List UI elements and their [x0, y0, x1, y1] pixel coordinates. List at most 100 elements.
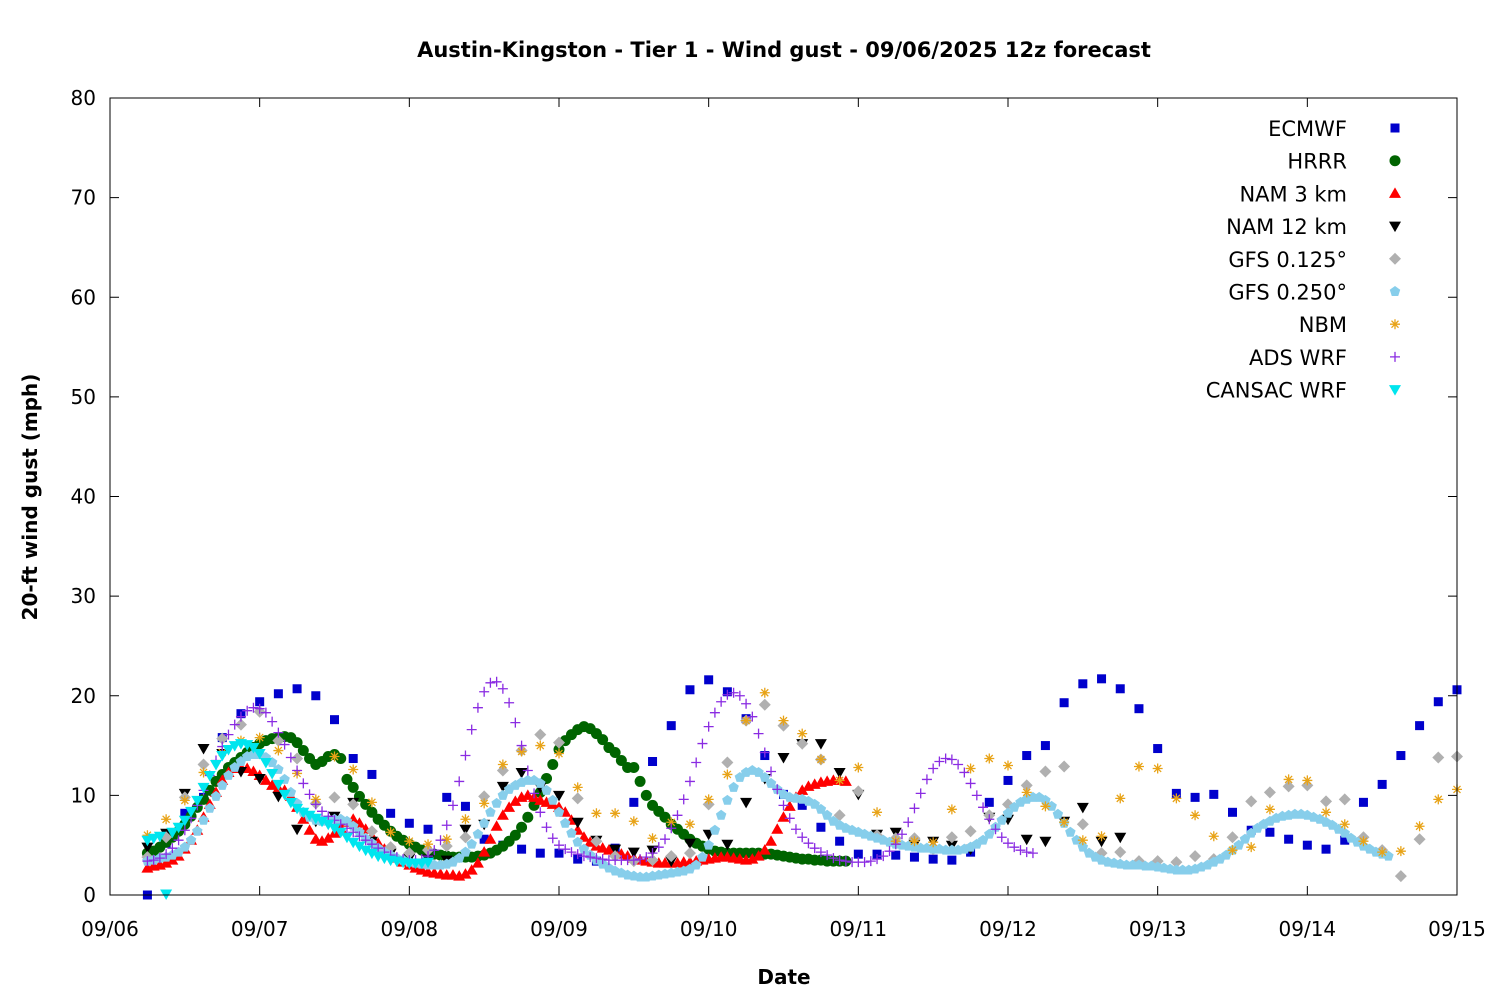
data-point — [965, 778, 976, 789]
data-point — [741, 715, 752, 726]
data-point — [348, 827, 359, 838]
y-tick-label: 20 — [71, 684, 96, 708]
data-point — [945, 831, 958, 844]
y-tick-label: 40 — [71, 485, 96, 509]
data-point — [734, 690, 745, 701]
data-point — [964, 825, 977, 838]
data-point — [1226, 831, 1239, 844]
data-point — [683, 838, 696, 850]
data-point — [484, 833, 497, 844]
x-tick-label: 09/10 — [680, 917, 738, 941]
data-point — [272, 779, 285, 791]
data-point — [647, 833, 658, 844]
data-point — [216, 751, 229, 762]
data-point — [522, 765, 533, 776]
data-point — [946, 804, 957, 815]
data-point — [1059, 698, 1069, 708]
data-point — [996, 814, 1007, 825]
data-point — [822, 850, 833, 861]
data-point — [722, 769, 733, 780]
data-point — [335, 753, 347, 765]
legend-label: NAM 12 km — [1226, 215, 1347, 239]
data-point — [1115, 684, 1125, 694]
data-point — [834, 775, 845, 786]
data-point — [535, 807, 546, 818]
data-point — [684, 819, 695, 830]
data-point — [317, 806, 328, 817]
data-point — [179, 825, 190, 836]
data-point — [665, 850, 678, 863]
data-point — [148, 855, 159, 866]
data-point — [685, 685, 695, 695]
data-point — [386, 808, 396, 818]
data-point — [223, 769, 234, 780]
data-point — [197, 744, 210, 755]
data-point — [978, 802, 989, 813]
data-point — [1021, 847, 1032, 858]
data-point — [909, 803, 920, 814]
data-point — [815, 803, 827, 814]
data-point — [535, 740, 546, 751]
data-point — [1413, 833, 1426, 846]
data-point — [234, 718, 247, 731]
data-point — [816, 822, 826, 832]
data-point — [853, 849, 863, 859]
data-point — [1003, 838, 1013, 849]
data-point — [522, 811, 534, 823]
data-point — [267, 716, 278, 727]
data-point — [285, 752, 296, 763]
data-point — [255, 697, 265, 707]
data-point — [442, 792, 452, 802]
data-point — [167, 843, 178, 854]
legend-marker — [1389, 187, 1401, 198]
data-point — [554, 748, 564, 759]
data-point — [340, 832, 353, 844]
data-point — [516, 821, 528, 833]
data-point — [758, 698, 771, 711]
data-point — [285, 786, 297, 797]
data-point — [709, 707, 720, 718]
data-point — [878, 851, 889, 862]
legend-marker — [1390, 319, 1400, 330]
data-point — [1039, 765, 1052, 778]
y-axis-label: 20-ft wind gust (mph) — [18, 374, 42, 621]
legend-label: NBM — [1299, 313, 1347, 337]
y-tick-label: 80 — [71, 86, 96, 110]
data-point — [535, 848, 545, 858]
data-point — [479, 798, 490, 809]
data-point — [1209, 789, 1219, 799]
data-point — [1114, 832, 1127, 844]
data-point — [491, 676, 502, 687]
data-point — [373, 843, 384, 854]
data-point — [459, 831, 472, 844]
data-point — [1394, 870, 1407, 883]
data-point — [235, 711, 246, 722]
data-point — [1114, 846, 1127, 859]
data-point — [740, 797, 753, 809]
data-point — [1433, 697, 1443, 707]
data-point — [928, 854, 938, 864]
data-point — [291, 803, 304, 815]
data-point — [1265, 827, 1275, 837]
data-point — [566, 847, 577, 858]
plot-frame — [109, 97, 1458, 896]
data-point — [578, 843, 590, 854]
data-point — [328, 791, 341, 804]
data-point — [1021, 787, 1032, 798]
data-point — [872, 807, 883, 818]
data-point — [640, 789, 652, 801]
data-point — [172, 822, 185, 834]
legend-marker — [1390, 351, 1400, 362]
x-axis-label: Date — [757, 965, 810, 989]
data-point — [728, 781, 739, 792]
data-point — [222, 745, 235, 756]
data-point — [242, 705, 253, 716]
data-point — [441, 820, 452, 831]
data-point — [330, 715, 339, 725]
data-point — [909, 836, 920, 847]
data-point — [1040, 801, 1051, 812]
data-point — [1020, 779, 1033, 792]
data-point — [516, 746, 527, 757]
data-point — [1263, 786, 1276, 799]
